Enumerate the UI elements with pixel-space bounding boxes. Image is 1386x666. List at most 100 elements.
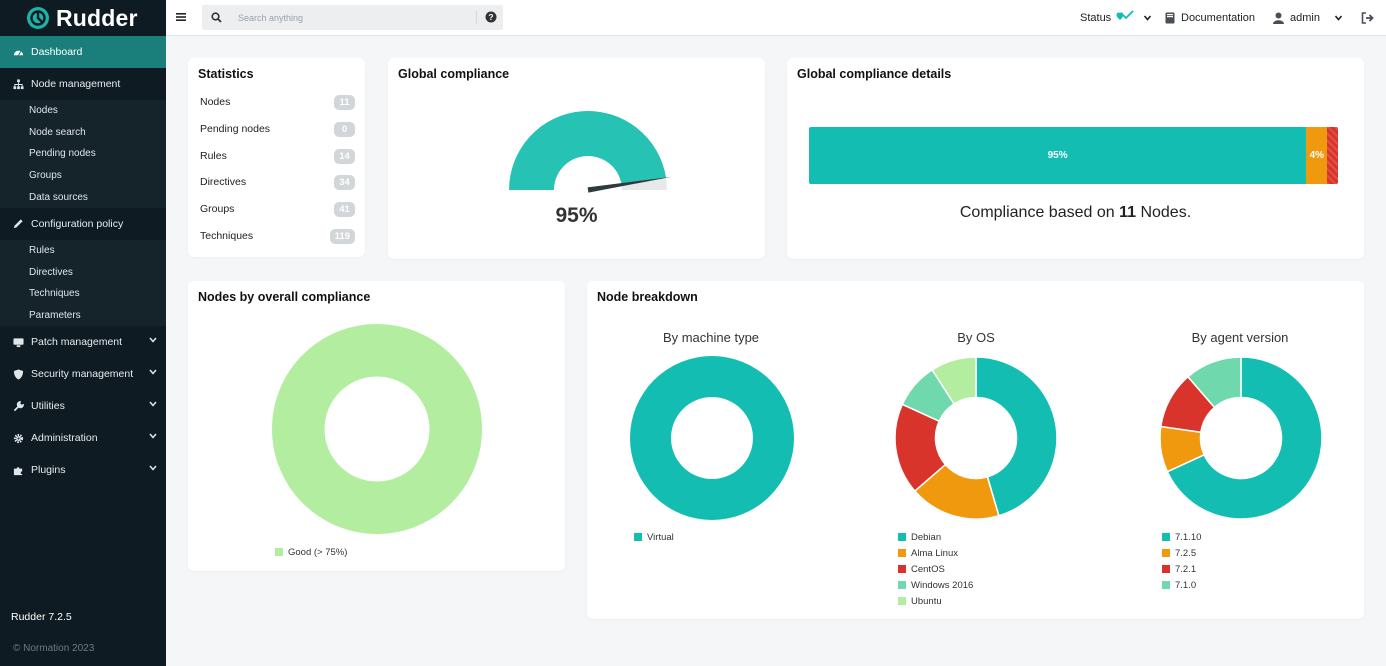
gauge-arc-filled bbox=[509, 110, 667, 190]
legend-item[interactable]: Good (> 75%) bbox=[275, 544, 347, 560]
search-input[interactable] bbox=[238, 9, 468, 26]
legend-item[interactable]: Windows 2016 bbox=[898, 577, 973, 593]
hamburger-menu-icon[interactable] bbox=[176, 12, 186, 22]
app-version: Rudder 7.2.5 bbox=[11, 611, 72, 623]
sidebar-item-rules[interactable]: Rules bbox=[29, 245, 55, 257]
user-menu[interactable]: admin bbox=[1273, 0, 1343, 36]
global-compliance-value: 95% bbox=[555, 204, 598, 227]
legend-swatch bbox=[1162, 565, 1170, 573]
sidebar-group-security-management[interactable]: Security management bbox=[0, 358, 166, 390]
compliance-bar[interactable]: 95% 4% bbox=[809, 127, 1338, 184]
legend-label: 7.2.5 bbox=[1175, 547, 1197, 559]
sidebar-group-node-management[interactable]: Node management bbox=[0, 68, 166, 100]
legend-item[interactable]: 7.1.0 bbox=[1162, 577, 1201, 593]
stat-row-techniques[interactable]: Techniques 119 bbox=[200, 226, 355, 246]
agent-version-legend: 7.1.10 7.2.5 7.2.1 7.1.0 bbox=[1162, 529, 1201, 593]
stat-row-nodes[interactable]: Nodes 11 bbox=[200, 92, 355, 112]
gauge-needle bbox=[587, 176, 672, 193]
legend-label: Debian bbox=[911, 531, 942, 543]
chevron-down-icon bbox=[1144, 15, 1152, 21]
status-menu[interactable]: Status bbox=[1080, 0, 1152, 36]
by-machine-type-title: By machine type bbox=[662, 330, 760, 345]
sidebar-item-pending-nodes[interactable]: Pending nodes bbox=[29, 148, 96, 160]
stat-count-badge: 0 bbox=[334, 122, 355, 137]
stat-label: Rules bbox=[200, 150, 227, 162]
legend-item[interactable]: 7.1.10 bbox=[1162, 529, 1201, 545]
compliance-gauge bbox=[509, 110, 672, 193]
stat-label: Directives bbox=[200, 176, 247, 188]
statistics-title: Statistics bbox=[198, 67, 254, 81]
legend-item[interactable]: CentOS bbox=[898, 561, 973, 577]
stat-row-directives[interactable]: Directives 34 bbox=[200, 172, 355, 192]
sidebar-item-node-search[interactable]: Node search bbox=[29, 126, 86, 138]
sidebar-group-plugins[interactable]: Plugins bbox=[0, 454, 166, 486]
chevron-down-icon bbox=[149, 337, 157, 343]
sidebar-group-label: Security management bbox=[31, 368, 134, 381]
donut-slice[interactable] bbox=[1186, 356, 1242, 409]
global-compliance-card: Global compliance 95% bbox=[388, 58, 765, 259]
legend-item[interactable]: 7.2.5 bbox=[1162, 545, 1201, 561]
help-icon[interactable]: ? bbox=[485, 11, 497, 23]
sidebar-group-label: Node management bbox=[31, 78, 121, 90]
legend-item[interactable]: 7.2.1 bbox=[1162, 561, 1201, 577]
node-breakdown-card: Node breakdown By machine type Virtual B… bbox=[587, 281, 1364, 619]
sidebar-group-patch-management[interactable]: Patch management bbox=[0, 326, 166, 358]
sidebar-item-directives[interactable]: Directives bbox=[29, 266, 73, 278]
rudder-logo[interactable]: Rudder bbox=[0, 0, 166, 36]
donut-slice[interactable] bbox=[1166, 356, 1323, 520]
chevron-down-icon bbox=[149, 369, 157, 375]
compliance-bar-segment[interactable]: 95% bbox=[809, 127, 1307, 184]
documentation-link[interactable]: Documentation bbox=[1165, 0, 1255, 36]
stat-label: Techniques bbox=[200, 230, 254, 242]
sidebar-item-groups[interactable]: Groups bbox=[29, 170, 62, 182]
legend-swatch bbox=[898, 533, 906, 541]
legend-swatch bbox=[275, 548, 283, 556]
legend-item[interactable]: Ubuntu bbox=[898, 593, 973, 609]
stat-label: Pending nodes bbox=[200, 123, 271, 135]
legend-swatch bbox=[634, 533, 642, 541]
topbar: ? Status Documentation admin bbox=[166, 0, 1386, 36]
compliance-donut-chart[interactable] bbox=[271, 323, 483, 535]
machine-type-donut-chart[interactable] bbox=[629, 355, 795, 521]
donut-slice[interactable] bbox=[272, 324, 482, 534]
legend-item[interactable]: Virtual bbox=[634, 529, 674, 545]
sidebar-item-dashboard[interactable]: Dashboard bbox=[0, 36, 166, 68]
compliance-bar-segment[interactable]: 4% bbox=[1306, 127, 1328, 184]
legend-swatch bbox=[1162, 581, 1170, 589]
stat-count-badge: 34 bbox=[334, 175, 355, 190]
legend-item[interactable]: Debian bbox=[898, 529, 973, 545]
compliance-bar-segment[interactable] bbox=[1327, 127, 1338, 184]
donut-slice[interactable] bbox=[630, 356, 794, 520]
logout-icon[interactable] bbox=[1361, 12, 1374, 24]
copyright: © Normation 2023 bbox=[13, 643, 95, 654]
sidebar-group-utilities[interactable]: Utilities bbox=[0, 390, 166, 422]
stat-count-badge: 41 bbox=[334, 202, 355, 217]
agent-version-donut-chart[interactable] bbox=[1159, 356, 1323, 520]
legend-swatch bbox=[1162, 533, 1170, 541]
donut-slice[interactable] bbox=[931, 356, 977, 405]
heartbeat-check-icon bbox=[1116, 10, 1134, 20]
stat-row-pending-nodes[interactable]: Pending nodes 0 bbox=[200, 119, 355, 139]
sidebar-item-nodes[interactable]: Nodes bbox=[29, 105, 58, 117]
sidebar-item-parameters[interactable]: Parameters bbox=[29, 310, 81, 322]
sidebar-group-label: Configuration policy bbox=[31, 217, 124, 230]
sidebar-group-administration[interactable]: Administration bbox=[0, 422, 166, 454]
sidebar-item-data-sources[interactable]: Data sources bbox=[29, 191, 88, 203]
os-donut-chart[interactable] bbox=[894, 356, 1058, 520]
donut-slice[interactable] bbox=[975, 356, 1058, 517]
book-icon bbox=[1165, 12, 1175, 24]
sidebar-group-configuration-policy[interactable]: Configuration policy bbox=[0, 208, 166, 240]
stat-row-groups[interactable]: Groups 41 bbox=[200, 199, 355, 219]
stat-row-rules[interactable]: Rules 14 bbox=[200, 146, 355, 166]
gear-icon bbox=[13, 433, 24, 443]
nodes-by-compliance-title: Nodes by overall compliance bbox=[198, 290, 371, 304]
sidebar-group-label: Utilities bbox=[31, 400, 65, 413]
puzzle-icon bbox=[13, 467, 23, 475]
search-bar: ? bbox=[202, 5, 503, 30]
legend-item[interactable]: Alma Linux bbox=[898, 545, 973, 561]
legend-label: Good (> 75%) bbox=[288, 546, 348, 558]
compliance-legend: Good (> 75%) bbox=[275, 544, 347, 560]
status-label: Status bbox=[1080, 12, 1112, 24]
sidebar-item-techniques[interactable]: Techniques bbox=[29, 288, 80, 300]
sidebar: Rudder Dashboard Node management Nodes N… bbox=[0, 0, 166, 666]
